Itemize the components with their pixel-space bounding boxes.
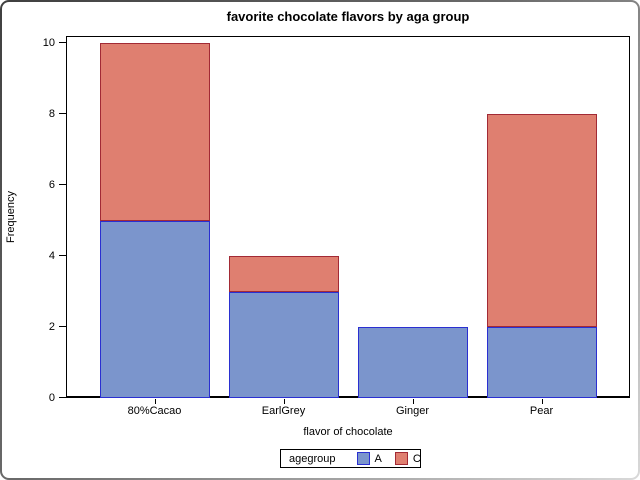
y-tick-label: 4 [48,250,55,262]
y-tick-label: 6 [48,179,55,191]
y-tick-label: 2 [48,321,55,333]
x-category-label: Pear [529,405,554,417]
x-category-label: 80%Cacao [127,405,182,417]
bar-segment-Ginger-A [357,327,468,398]
y-tick-mark [59,184,66,185]
bar-segment-Pear-C [486,114,597,327]
bar-segment-Pear-A [486,327,597,398]
legend-box: agegroup A C [280,449,421,468]
y-tick-label: 8 [48,108,55,120]
y-tick-mark [59,113,66,114]
x-axis-title: flavor of chocolate [303,426,393,438]
x-tick-mark [412,399,414,404]
legend-entry-A: A [356,452,382,465]
x-tick-mark [283,399,285,404]
bar-segment-EarlGrey-A [228,291,339,398]
y-tick-mark [59,42,66,43]
legend-title: agegroup [289,452,336,465]
legend-swatch-C [394,452,408,465]
x-category-label: Ginger [395,405,430,417]
x-tick-mark [541,399,543,404]
bar-segment-80%Cacao-C [99,43,210,221]
y-tick-mark [59,397,66,398]
y-tick-label: 0 [48,392,55,404]
bar-segment-EarlGrey-C [228,256,339,292]
legend-label-A: A [374,452,382,465]
y-tick-mark [59,326,66,327]
y-tick-mark [59,255,66,256]
bar-segment-80%Cacao-A [99,220,210,398]
y-tick-label: 10 [42,37,55,49]
legend-label-C: C [412,452,421,465]
chart-title: favorite chocolate flavors by aga group [226,9,470,24]
x-category-label: EarlGrey [261,405,306,417]
x-tick-mark [154,399,156,404]
y-axis-title: Frequency [5,191,17,243]
legend-swatch-A [356,452,370,465]
legend-entry-C: C [394,452,421,465]
